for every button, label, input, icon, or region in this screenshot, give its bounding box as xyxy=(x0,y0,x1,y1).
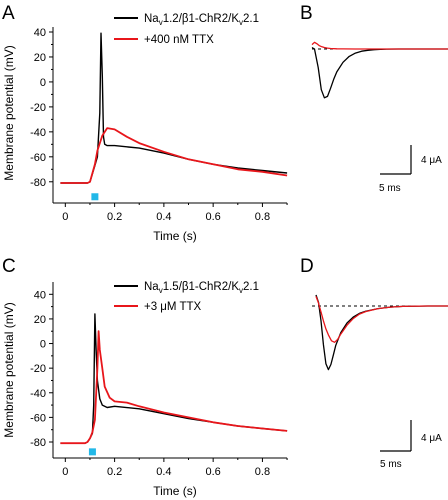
panel-label-c: C xyxy=(2,256,16,277)
panel-a-x-tick-label: 0 xyxy=(62,211,68,223)
panel-c-y-tick-label: -20 xyxy=(30,363,46,375)
panel-b-series-1-line xyxy=(311,46,448,99)
panel-d-scale-time: 5 ms xyxy=(380,459,402,470)
panel-a-y-tick-label: -20 xyxy=(30,102,46,114)
panel-a-x-axis-label: Time (s) xyxy=(153,229,197,243)
panel-a-y-tick-label: -40 xyxy=(30,127,46,139)
panel-a-legend-label-2: +400 nM TTX xyxy=(144,34,214,46)
panel-d-current-trace: 4 μA 5 ms xyxy=(312,294,448,470)
panel-c-series-group xyxy=(60,313,288,445)
panel-c-y-tick-label: 0 xyxy=(40,339,46,351)
panel-a-x-tick-label: 0.4 xyxy=(156,211,171,223)
panel-label-a: A xyxy=(2,3,15,24)
panel-c-series-2-line xyxy=(60,330,288,445)
panel-a-legend: Nav1.2/β1-ChR2/Kv2.1 +400 nM TTX xyxy=(114,13,259,46)
panel-c-x-tick-label: 0.8 xyxy=(255,466,270,478)
panel-c-x-tick-label: 0 xyxy=(62,466,68,478)
panel-a-x-tick-label: 0.6 xyxy=(206,211,221,223)
panel-c-y-tick-label: -80 xyxy=(30,437,46,449)
panel-c-legend-label-2: +3 μM TTX xyxy=(144,301,202,313)
panel-c-y-tick-label: -60 xyxy=(30,412,46,424)
panel-a-series-group xyxy=(60,32,288,184)
panel-c-legend: Nav1.5/β1-ChR2/Kv2.1 +3 μM TTX xyxy=(114,281,259,313)
panel-c-stimulus xyxy=(88,448,96,456)
panel-c-y-tick-label: 40 xyxy=(34,289,46,301)
panel-b-current-trace: 4 μA 5 ms xyxy=(311,41,448,194)
panel-c-axes: 40 20 0 -20 -40 -60 -80 0 0.2 0.4 0.6 0.8 xyxy=(30,282,288,478)
panel-d-scale-bar: 4 μA 5 ms xyxy=(380,420,442,470)
panel-c-y-tick-label: -40 xyxy=(30,388,46,400)
panel-d-series-2-line xyxy=(315,296,448,343)
panel-c-y-tick-label: 20 xyxy=(34,314,46,326)
panel-a-y-tick-label: -60 xyxy=(30,152,46,164)
panel-a-series-1-line xyxy=(60,32,288,184)
panel-c-y-axis-label: Membrane potential (mV) xyxy=(2,302,16,437)
panel-b-series-group xyxy=(311,41,448,99)
panel-c-stimulus-marker xyxy=(88,448,96,456)
panel-c-x-tick-label: 0.2 xyxy=(107,466,122,478)
panel-a-x-tick-label: 0.8 xyxy=(255,211,270,223)
panel-b-scale-time: 5 ms xyxy=(379,183,401,194)
panel-c-x-axis-label: Time (s) xyxy=(153,484,197,498)
panel-c-x-tick-label: 0.4 xyxy=(156,466,171,478)
panel-a-y-tick-label: 0 xyxy=(40,77,46,89)
panel-a-series-2-line xyxy=(60,127,288,184)
panel-d-scale-current: 4 μA xyxy=(421,433,442,444)
panel-c-x-tick-label: 0.6 xyxy=(206,466,221,478)
panel-a-legend-label-1: Nav1.2/β1-ChR2/Kv2.1 xyxy=(144,13,259,27)
panel-b-scale-current: 4 μA xyxy=(421,155,442,166)
panel-a-y-tick-label: 20 xyxy=(34,52,46,64)
panel-a-stimulus-marker xyxy=(91,193,99,201)
panel-label-d: D xyxy=(300,256,314,277)
panel-a-y-tick-label: -80 xyxy=(30,177,46,189)
panel-a-x-tick-label: 0.2 xyxy=(107,211,122,223)
panel-a-stimulus xyxy=(91,193,99,201)
panel-b-series-2-line xyxy=(311,41,448,50)
panel-c-legend-label-1: Nav1.5/β1-ChR2/Kv2.1 xyxy=(144,281,259,295)
panel-a-y-tick-label: 40 xyxy=(34,27,46,39)
panel-b-scale-bar: 4 μA 5 ms xyxy=(379,145,442,194)
panel-label-b: B xyxy=(300,3,313,24)
panel-a-axes: 40 20 0 -20 -40 -60 -80 0 0.2 0.4 0.6 0.8 xyxy=(30,27,288,223)
panel-a-y-axis-label: Membrane potential (mV) xyxy=(2,45,16,180)
panel-d-series-group xyxy=(315,294,448,371)
